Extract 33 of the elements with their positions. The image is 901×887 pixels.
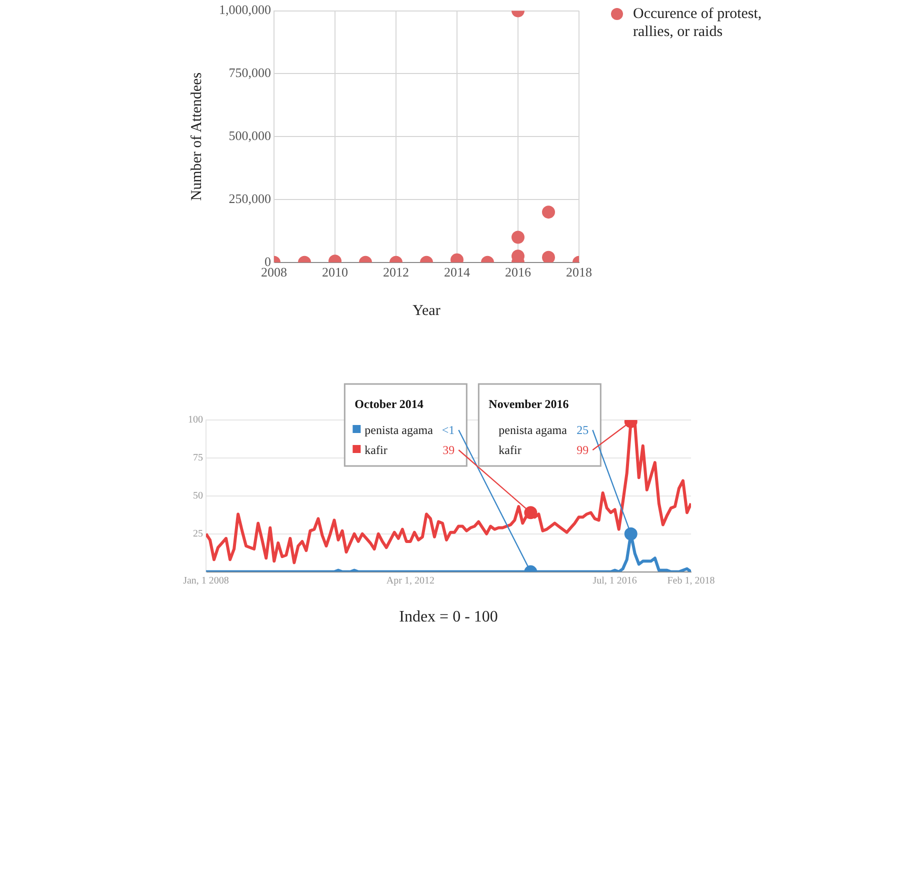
y-tick-label: 50: [193, 490, 203, 502]
text: penista agama: [498, 423, 567, 437]
legend-label: penista agama: [364, 423, 434, 437]
data-label: 39: [442, 443, 455, 457]
y-tick-label: 75: [193, 452, 203, 464]
x-axis-title: Year: [412, 302, 440, 319]
y-tick-label: 750,000: [228, 65, 271, 80]
x-tick-label: 2010: [322, 264, 348, 280]
y-tick-label: 1,000,000: [219, 2, 271, 18]
text: kafir: [498, 443, 522, 457]
point: [524, 506, 538, 520]
x-tick-label: Apr 1, 2012: [386, 575, 434, 586]
x-tick-label: Feb 1, 2018: [667, 575, 715, 586]
x-tick-label: 2016: [505, 264, 532, 280]
x-tick-label: 2014: [444, 264, 470, 280]
x-tick-label: 2018: [566, 264, 592, 280]
x-tick-label: Jan, 1 2008: [183, 575, 229, 586]
x-tick-label: Jul, 1 2016: [592, 575, 637, 586]
data-label: <1: [442, 423, 455, 437]
data-label: 99: [576, 443, 589, 457]
y-tick-label: 100: [188, 414, 203, 426]
data-label: 25: [576, 423, 589, 437]
text: November 2016: [488, 397, 569, 411]
y-tick-label: 500,000: [228, 128, 271, 144]
x-tick-label: 2012: [383, 264, 409, 280]
point: [624, 527, 638, 540]
y-tick-label: 250,000: [228, 190, 271, 206]
text: October 2014: [354, 397, 424, 411]
x-axis-title: Index = 0 - 100: [399, 608, 498, 626]
y-axis-title: Number of Attendees: [188, 72, 205, 201]
legend-label: kafir: [364, 443, 388, 457]
legend-label: Occurence of protest, rallies, or raids: [633, 5, 763, 41]
y-tick-label: 25: [193, 528, 203, 540]
